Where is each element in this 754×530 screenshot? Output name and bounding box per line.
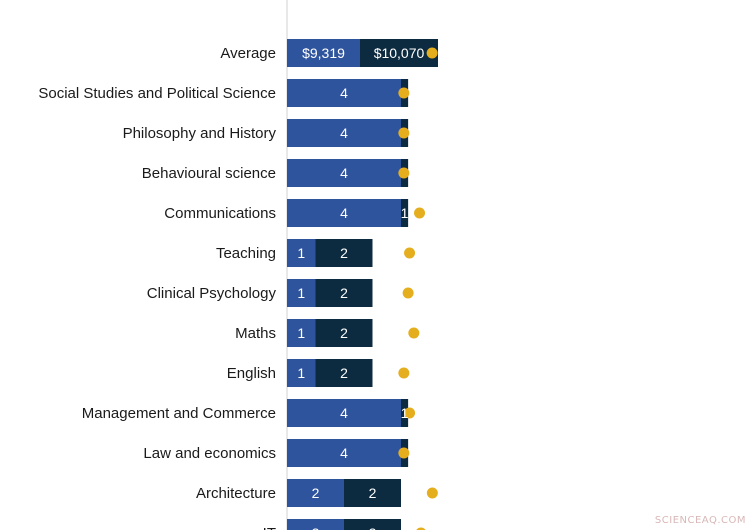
bar-segment-1 [287, 479, 344, 507]
data-label: 2 [369, 485, 377, 501]
bar-segment-1 [287, 399, 401, 427]
data-label: 2 [312, 485, 320, 501]
data-label: 1 [297, 285, 305, 301]
bars-layer [287, 39, 438, 530]
bar-segment-1 [287, 319, 316, 347]
bar-segment-2 [344, 519, 401, 530]
marker-dot [404, 407, 416, 419]
category-label: Philosophy and History [123, 125, 277, 142]
data-label: 4 [340, 405, 348, 421]
marker-dot [398, 367, 410, 379]
bar-segment-2 [315, 279, 373, 307]
bar-segment-2 [360, 39, 438, 67]
marker-dot [402, 287, 414, 299]
bar-segment-1 [287, 439, 401, 467]
marker-dot [398, 87, 410, 99]
marker-dot [404, 247, 416, 259]
bar-segment-2 [344, 479, 401, 507]
bar-segment-1 [287, 119, 401, 147]
data-label: 1 [297, 245, 305, 261]
bar-segment-1 [287, 199, 401, 227]
category-label: English [227, 365, 276, 382]
data-label: 2 [340, 365, 348, 381]
data-label: 1 [401, 405, 409, 421]
category-label: Social Studies and Political Science [38, 85, 276, 102]
bar-segment-1 [287, 519, 344, 530]
bar-segment-2 [315, 319, 373, 347]
marker-dot [398, 167, 410, 179]
marker-dot [426, 487, 438, 499]
data-label: $10,070 [374, 45, 425, 61]
data-label: 4 [340, 85, 348, 101]
data-label: 4 [340, 165, 348, 181]
labels-layer: Average $9,319 $10,070 Social Studies and P… [38, 45, 424, 530]
data-label: $9,319 [302, 45, 345, 61]
bar-segment-1 [287, 39, 360, 67]
data-label: 4 [340, 125, 348, 141]
marker-dot [414, 207, 426, 219]
category-label: Maths [235, 325, 276, 342]
data-label: 4 [340, 445, 348, 461]
category-label: Law and economics [143, 445, 276, 462]
category-label: Teaching [216, 245, 276, 262]
bar-segment-2 [315, 359, 373, 387]
data-label: 2 [340, 245, 348, 261]
data-label: 4 [340, 205, 348, 221]
category-label: IT [263, 525, 276, 530]
marker-dot [398, 447, 410, 459]
data-label: 2 [369, 525, 377, 530]
category-label: Clinical Psychology [147, 285, 277, 302]
bar-segment-1 [287, 159, 401, 187]
bar-segment-1 [287, 359, 316, 387]
category-label: Average [220, 45, 276, 62]
category-label: Behavioural science [142, 165, 276, 182]
watermark: SCIENCEAQ.COM [654, 515, 746, 526]
data-label: 2 [340, 285, 348, 301]
marker-dot [408, 327, 420, 339]
data-label: 1 [297, 365, 305, 381]
category-label: Architecture [196, 485, 276, 502]
data-label: 1 [297, 325, 305, 341]
category-label: Communications [164, 205, 276, 222]
data-label: 2 [312, 525, 320, 530]
bar-segment-1 [287, 279, 316, 307]
marker-dot [426, 47, 438, 59]
category-label: Management and Commerce [82, 405, 276, 422]
data-label: 1 [401, 205, 409, 221]
bar-segment-1 [287, 79, 401, 107]
data-label: 2 [340, 325, 348, 341]
bar-segment-2 [315, 239, 373, 267]
bar-segment-1 [287, 239, 316, 267]
marker-dot [416, 527, 426, 530]
marker-dot [398, 127, 410, 139]
bar-segment-2 [401, 199, 409, 227]
